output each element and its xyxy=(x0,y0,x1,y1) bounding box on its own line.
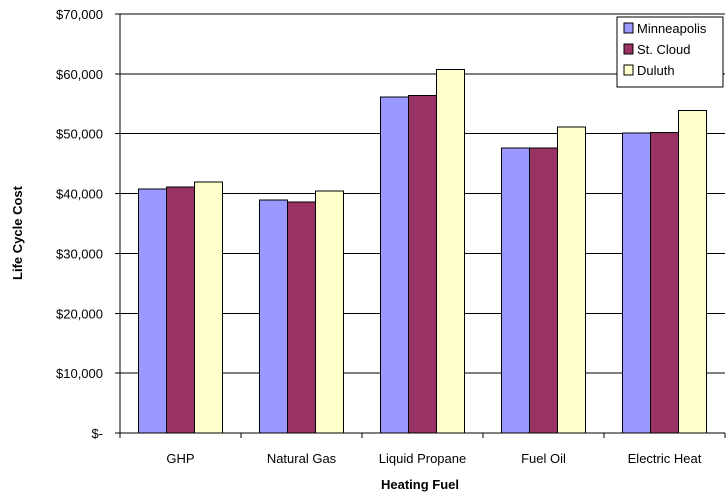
x-tick-label: Electric Heat xyxy=(628,451,702,466)
x-tick-label: Natural Gas xyxy=(267,451,337,466)
bar-st-cloud-electric-heat xyxy=(650,132,679,434)
x-tick-label: Fuel Oil xyxy=(521,451,566,466)
y-tick-label: $- xyxy=(91,426,103,441)
legend-label-st-cloud: St. Cloud xyxy=(637,42,690,57)
x-axis-title: Heating Fuel xyxy=(381,477,459,492)
bar-minneapolis-ghp xyxy=(138,188,167,434)
legend-swatch-st-cloud xyxy=(623,43,634,55)
bar-duluth-fuel-oil xyxy=(557,126,586,434)
legend-label-duluth: Duluth xyxy=(637,63,675,78)
y-tick-label: $30,000 xyxy=(56,246,103,261)
bar-duluth-liquid-propane xyxy=(436,69,465,434)
y-tick-label: $70,000 xyxy=(56,7,103,22)
axes xyxy=(115,13,726,438)
bar-st-cloud-liquid-propane xyxy=(408,94,437,434)
bar-st-cloud-natural-gas xyxy=(287,201,316,434)
y-tick-labels: $- $10,000 $20,000 $30,000 $40,000 $50,000 $60… xyxy=(56,7,103,441)
y-tick-label: $40,000 xyxy=(56,187,103,202)
bar-duluth-ghp xyxy=(194,181,223,434)
legend: Minneapolis St. Cloud Duluth xyxy=(616,16,724,88)
bar-minneapolis-electric-heat xyxy=(622,132,651,434)
legend-box xyxy=(616,16,724,88)
y-tick-label: $10,000 xyxy=(56,366,103,381)
x-tick-label: GHP xyxy=(166,451,194,466)
x-tick-label: Liquid Propane xyxy=(379,451,466,466)
bar-st-cloud-ghp xyxy=(166,186,195,434)
y-tick-label: $60,000 xyxy=(56,67,103,82)
y-tick-label: $20,000 xyxy=(56,306,103,321)
x-tick-labels: GHP Natural Gas Liquid Propane Fuel Oil Elec… xyxy=(166,451,701,466)
bar-st-cloud-fuel-oil xyxy=(529,147,558,434)
legend-label-minneapolis: Minneapolis xyxy=(637,21,707,36)
bar-minneapolis-liquid-propane xyxy=(380,96,409,434)
legend-swatch-minneapolis xyxy=(623,22,634,34)
y-axis-title: Life Cycle Cost xyxy=(10,185,25,280)
bars xyxy=(138,69,707,434)
bar-duluth-natural-gas xyxy=(315,190,344,434)
bar-duluth-electric-heat xyxy=(678,109,707,434)
y-tick-label: $50,000 xyxy=(56,127,103,142)
bar-minneapolis-fuel-oil xyxy=(501,147,530,434)
legend-swatch-duluth xyxy=(623,64,634,76)
bar-minneapolis-natural-gas xyxy=(259,199,288,434)
